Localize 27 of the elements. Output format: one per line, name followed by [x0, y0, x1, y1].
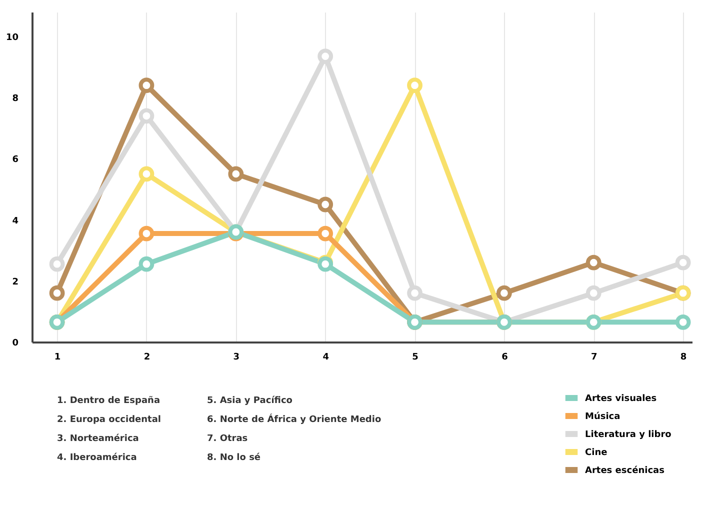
text: 8. No lo sé: [207, 452, 261, 463]
legend-label: Artes escénicas: [585, 465, 664, 476]
x-tick-label: 4: [322, 352, 329, 362]
text: 4. Iberoamérica: [57, 452, 137, 463]
legend-label: Literatura y libro: [585, 430, 672, 440]
text: 2. Europa occidental: [57, 415, 161, 425]
legend-label: Música: [585, 411, 620, 422]
y-tick-label: 4: [12, 216, 18, 226]
text: 3. Norteamérica: [57, 433, 139, 444]
x-tick-label: 3: [233, 352, 240, 362]
y-tick-label: 0: [12, 338, 18, 348]
x-tick-label: 1: [54, 352, 61, 362]
x-tick-label: 7: [590, 352, 598, 362]
x-tick-label: 2: [144, 352, 150, 362]
x-tick-label: 6: [502, 352, 508, 362]
legend-label: Artes visuales: [585, 394, 657, 404]
legend-label: Cine: [585, 448, 608, 458]
x-tick-label: 5: [412, 352, 418, 362]
text: 1. Dentro de España: [57, 396, 160, 406]
y-tick-label: 6: [12, 155, 18, 166]
y-tick-label: 2: [12, 277, 18, 288]
text: 6. Norte de África y Oriente Medio: [207, 413, 382, 425]
text: 7. Otras: [207, 434, 248, 444]
y-tick-label: 10: [6, 32, 18, 43]
y-tick-label: 8: [12, 94, 18, 104]
text: 5. Asia y Pacífico: [207, 395, 292, 406]
x-tick-label: 8: [680, 352, 687, 362]
